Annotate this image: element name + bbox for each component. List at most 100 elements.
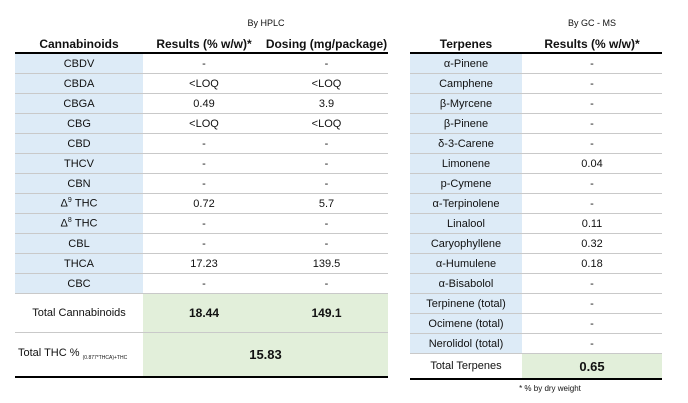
- delta-superscript: 8: [67, 217, 72, 225]
- cannabinoid-dosing: 3.9: [265, 93, 388, 114]
- table-row: THCV - -: [15, 153, 388, 174]
- table-row: Nerolidol (total) -: [410, 333, 662, 354]
- terpene-name: α-Pinene: [410, 53, 522, 74]
- cannabinoid-name-suffix: THC: [71, 197, 98, 210]
- cannabinoid-result: -: [143, 173, 265, 194]
- cannabinoid-result: -: [143, 53, 265, 74]
- cannabinoids-header-name: Cannabinoids: [15, 35, 143, 54]
- cannabinoid-name: CBC: [15, 273, 143, 294]
- table-row: β-Pinene -: [410, 113, 662, 134]
- table-row: Linalool 0.11: [410, 213, 662, 234]
- table-row: THCA 17.23 139.5: [15, 253, 388, 274]
- cannabinoid-dosing: -: [265, 53, 388, 74]
- cannabinoid-dosing: <LOQ: [265, 113, 388, 134]
- terpene-result: -: [522, 173, 662, 194]
- cannabinoid-result: -: [143, 213, 265, 234]
- cannabinoid-name: CBDA: [15, 73, 143, 94]
- cannabinoid-name: CBDV: [15, 53, 143, 74]
- terpenes-method: By GC - MS: [567, 18, 616, 28]
- table-row: CBL - -: [15, 233, 388, 254]
- cannabinoids-method: By HPLC: [247, 18, 285, 28]
- terpene-result: -: [522, 113, 662, 134]
- cannabinoid-name: Δ8 THC: [15, 213, 143, 234]
- table-row: Limonene 0.04: [410, 153, 662, 174]
- table-row: CBGA 0.49 3.9: [15, 93, 388, 114]
- terpene-result: -: [522, 193, 662, 214]
- delta-superscript: 9: [67, 197, 72, 205]
- table-row: CBD - -: [15, 133, 388, 154]
- terpene-name: δ-3-Carene: [410, 133, 522, 154]
- terpenes-table: Terpenes Results (% w/w)* α-Pinene - Camp…: [410, 35, 662, 380]
- cannabinoid-name: THCA: [15, 253, 143, 274]
- cannabinoid-result: -: [143, 273, 265, 294]
- table-row: Δ9 THC 0.72 5.7: [15, 193, 388, 214]
- footnote: * % by dry weight: [519, 384, 581, 393]
- total-thc-label-cell: Total THC % (0.877*THCA)+THC: [15, 332, 143, 378]
- terpene-result: 0.11: [522, 213, 662, 234]
- terpene-result: -: [522, 333, 662, 354]
- terpene-name: p-Cymene: [410, 173, 522, 194]
- terpene-result: -: [522, 133, 662, 154]
- table-row: Camphene -: [410, 73, 662, 94]
- terpene-result: -: [522, 53, 662, 74]
- terpene-result: 0.18: [522, 253, 662, 274]
- terpene-result: -: [522, 313, 662, 334]
- terpene-name: Nerolidol (total): [410, 333, 522, 354]
- terpene-name: Camphene: [410, 73, 522, 94]
- total-terpenes-row: Total Terpenes 0.65: [410, 353, 662, 380]
- delta-symbol: Δ: [60, 217, 68, 230]
- total-thc-label: Total THC %: [18, 347, 80, 360]
- table-row: Δ8 THC - -: [15, 213, 388, 234]
- cannabinoids-header-results: Results (% w/w)*: [143, 35, 265, 54]
- cannabinoid-dosing: <LOQ: [265, 73, 388, 94]
- cannabinoid-name: CBL: [15, 233, 143, 254]
- cannabinoid-name: CBN: [15, 173, 143, 194]
- table-row: CBDV - -: [15, 53, 388, 74]
- table-row: Terpinene (total) -: [410, 293, 662, 314]
- total-cannabinoids-results: 18.44: [143, 293, 265, 333]
- table-row: p-Cymene -: [410, 173, 662, 194]
- table-row: δ-3-Carene -: [410, 133, 662, 154]
- cannabinoids-header-dosing: Dosing (mg/package): [265, 35, 388, 54]
- cannabinoid-dosing: -: [265, 273, 388, 294]
- cannabinoid-name: Δ9 THC: [15, 193, 143, 214]
- cannabinoid-dosing: -: [265, 133, 388, 154]
- table-row: β-Myrcene -: [410, 93, 662, 114]
- cannabinoids-table: Cannabinoids Results (% w/w)* Dosing (mg…: [15, 35, 388, 378]
- cannabinoid-name: THCV: [15, 153, 143, 174]
- terpene-name: α-Bisabolol: [410, 273, 522, 294]
- terpene-result: -: [522, 293, 662, 314]
- cannabinoids-header-row: Cannabinoids Results (% w/w)* Dosing (mg…: [15, 35, 388, 54]
- cannabinoid-result: 17.23: [143, 253, 265, 274]
- delta-symbol: Δ: [60, 197, 68, 210]
- table-row: CBC - -: [15, 273, 388, 294]
- cannabinoid-result: -: [143, 233, 265, 254]
- cannabinoid-name: CBG: [15, 113, 143, 134]
- cannabinoid-result: -: [143, 153, 265, 174]
- cannabinoid-dosing: -: [265, 233, 388, 254]
- total-terpenes-label: Total Terpenes: [410, 353, 522, 380]
- table-row: CBG <LOQ <LOQ: [15, 113, 388, 134]
- cannabinoid-result: <LOQ: [143, 73, 265, 94]
- total-terpenes-results: 0.65: [522, 353, 662, 380]
- cannabinoid-result: <LOQ: [143, 113, 265, 134]
- cannabinoid-dosing: -: [265, 153, 388, 174]
- terpene-name: α-Terpinolene: [410, 193, 522, 214]
- terpene-name: Ocimene (total): [410, 313, 522, 334]
- cannabinoid-name-suffix: THC: [71, 217, 98, 230]
- terpene-name: β-Myrcene: [410, 93, 522, 114]
- total-cannabinoids-label: Total Cannabinoids: [15, 293, 143, 333]
- cannabinoid-result: 0.72: [143, 193, 265, 214]
- terpene-name: α-Humulene: [410, 253, 522, 274]
- cannabinoid-dosing: 139.5: [265, 253, 388, 274]
- terpene-name: Terpinene (total): [410, 293, 522, 314]
- terpene-result: -: [522, 73, 662, 94]
- total-thc-row: Total THC % (0.877*THCA)+THC 15.83: [15, 332, 388, 378]
- terpenes-header-row: Terpenes Results (% w/w)*: [410, 35, 662, 54]
- terpene-result: -: [522, 93, 662, 114]
- table-row: α-Bisabolol -: [410, 273, 662, 294]
- total-thc-value: 15.83: [143, 332, 388, 378]
- table-row: CBN - -: [15, 173, 388, 194]
- terpene-result: 0.04: [522, 153, 662, 174]
- table-row: CBDA <LOQ <LOQ: [15, 73, 388, 94]
